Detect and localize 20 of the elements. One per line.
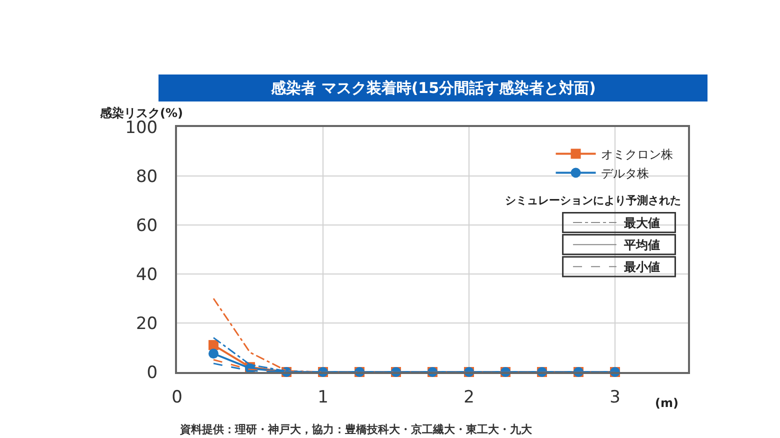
- y-tick-label: 0: [146, 362, 158, 383]
- x-tick-label: 3: [610, 387, 620, 408]
- annotation: 最大値: [623, 216, 660, 230]
- legend-label: オミクロン株: [600, 147, 673, 162]
- legend-label: デルタ株: [600, 166, 649, 180]
- x-tick-label: 1: [318, 387, 328, 408]
- x-axis-title: (m): [655, 396, 678, 410]
- x-tick-label: 2: [464, 387, 474, 408]
- text: 資料提供：理研・神戸大，協力：豊橋技科大・京工繊大・東工大・九大: [179, 423, 533, 436]
- y-tick-label: 40: [136, 264, 158, 285]
- chart-title: 感染者 マスク装着時(15分間話す感染者と対面): [270, 79, 596, 97]
- y-tick-label: 100: [125, 118, 158, 138]
- y-axis-title: 感染リスク(%): [99, 106, 183, 120]
- y-tick-label: 80: [136, 166, 158, 187]
- annotation: 平均値: [623, 238, 660, 252]
- annotation: 最小値: [623, 260, 660, 274]
- annotation: シミュレーションにより予測された: [505, 194, 681, 207]
- y-tick-label: 20: [136, 314, 158, 334]
- y-tick-label: 60: [136, 216, 158, 236]
- x-tick-label: 0: [172, 387, 182, 408]
